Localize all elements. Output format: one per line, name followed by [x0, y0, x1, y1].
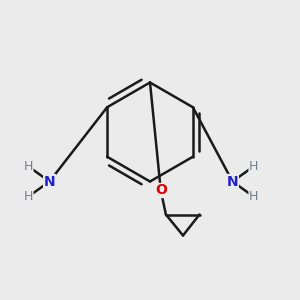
Text: H: H	[249, 190, 258, 203]
Text: N: N	[44, 175, 55, 188]
Text: H: H	[249, 160, 258, 173]
Text: H: H	[24, 190, 33, 203]
Text: H: H	[24, 160, 33, 173]
Text: N: N	[227, 175, 238, 188]
Text: O: O	[155, 184, 167, 197]
